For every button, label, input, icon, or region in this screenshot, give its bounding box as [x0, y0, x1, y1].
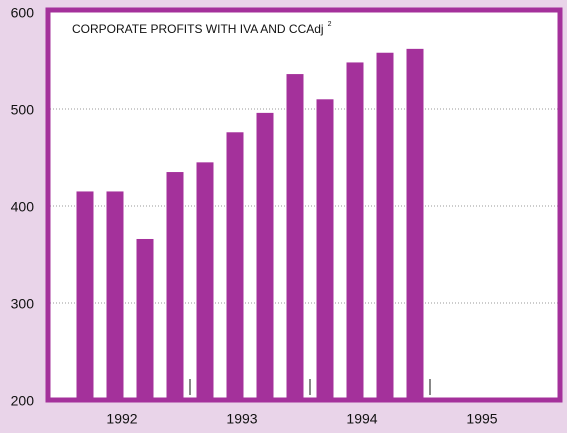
marks	[50, 48, 558, 401]
chart-title: CORPORATE PROFITS WITH IVA AND CCAdj	[72, 22, 324, 36]
x-tick-label: 1994	[346, 411, 377, 427]
x-tick-label: 1992	[106, 411, 137, 427]
y-tick-label: 600	[11, 5, 35, 21]
plot-frame	[45, 7, 563, 403]
bar	[376, 52, 394, 401]
y-tick-label: 500	[11, 102, 35, 118]
bar	[346, 62, 364, 400]
plot-area	[48, 10, 560, 400]
bar	[406, 48, 424, 401]
bar	[286, 74, 304, 400]
bar	[316, 99, 334, 401]
x-tick-label: 1995	[466, 411, 497, 427]
bar	[196, 162, 214, 400]
y-tick-label: 200	[11, 393, 35, 409]
bar	[136, 238, 154, 400]
bar	[76, 191, 94, 400]
y-tick-label: 400	[11, 199, 35, 215]
title-note: 2	[328, 21, 332, 28]
x-tick-label: 1993	[226, 411, 257, 427]
bar	[106, 191, 124, 400]
bar	[226, 132, 244, 400]
bar	[256, 112, 274, 400]
bar	[166, 172, 184, 400]
y-tick-label: 300	[11, 296, 35, 312]
